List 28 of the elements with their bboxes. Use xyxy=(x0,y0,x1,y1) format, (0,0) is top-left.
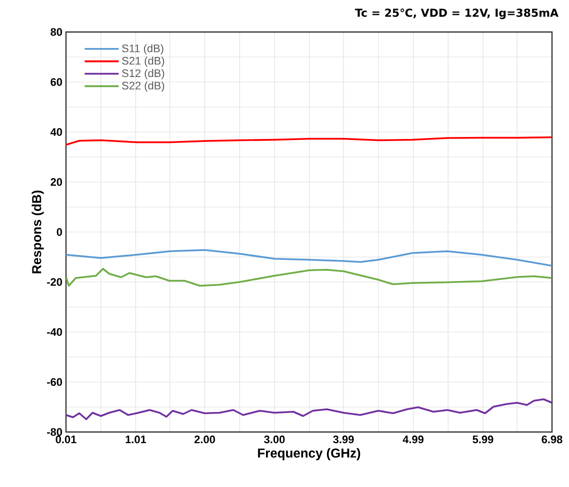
y-tick-label: 40 xyxy=(50,128,62,136)
y-tick-label: 0 xyxy=(56,228,62,236)
y-tick-label: -40 xyxy=(47,328,62,336)
chart-title: Tc = 25℃, VDD = 12V, Ig=385mA xyxy=(355,8,558,20)
x-axis-title: Frequency (GHz) xyxy=(258,448,360,460)
x-tick-label: 3.00 xyxy=(264,436,285,444)
x-tick-label: 1.01 xyxy=(126,436,146,444)
x-tick-label: 3.99 xyxy=(333,436,354,444)
x-tick-label: 4.99 xyxy=(402,436,424,444)
legend-label: S21 (dB) xyxy=(122,56,164,67)
legend-label: S22 (dB) xyxy=(122,81,164,92)
legend-label: S11 (dB) xyxy=(122,44,164,54)
x-tick-label: 6.98 xyxy=(542,436,562,444)
x-tick-label: 0.01 xyxy=(56,436,76,444)
line-series xyxy=(66,249,552,267)
y-axis-title: Respons (dB) xyxy=(32,190,44,274)
line-series xyxy=(66,268,552,287)
line-series xyxy=(66,136,552,146)
y-tick-label: -20 xyxy=(47,278,62,286)
legend-label: S12 (dB) xyxy=(122,69,164,80)
y-tick-label: -80 xyxy=(47,428,62,436)
x-tick-label: 5.99 xyxy=(472,436,494,444)
y-tick-label: -60 xyxy=(47,378,62,386)
line-series xyxy=(66,398,552,420)
y-tick-label: 20 xyxy=(50,178,62,186)
x-tick-label: 2.00 xyxy=(194,436,215,444)
y-tick-label: 60 xyxy=(50,78,62,86)
y-tick-label: 80 xyxy=(50,28,62,36)
